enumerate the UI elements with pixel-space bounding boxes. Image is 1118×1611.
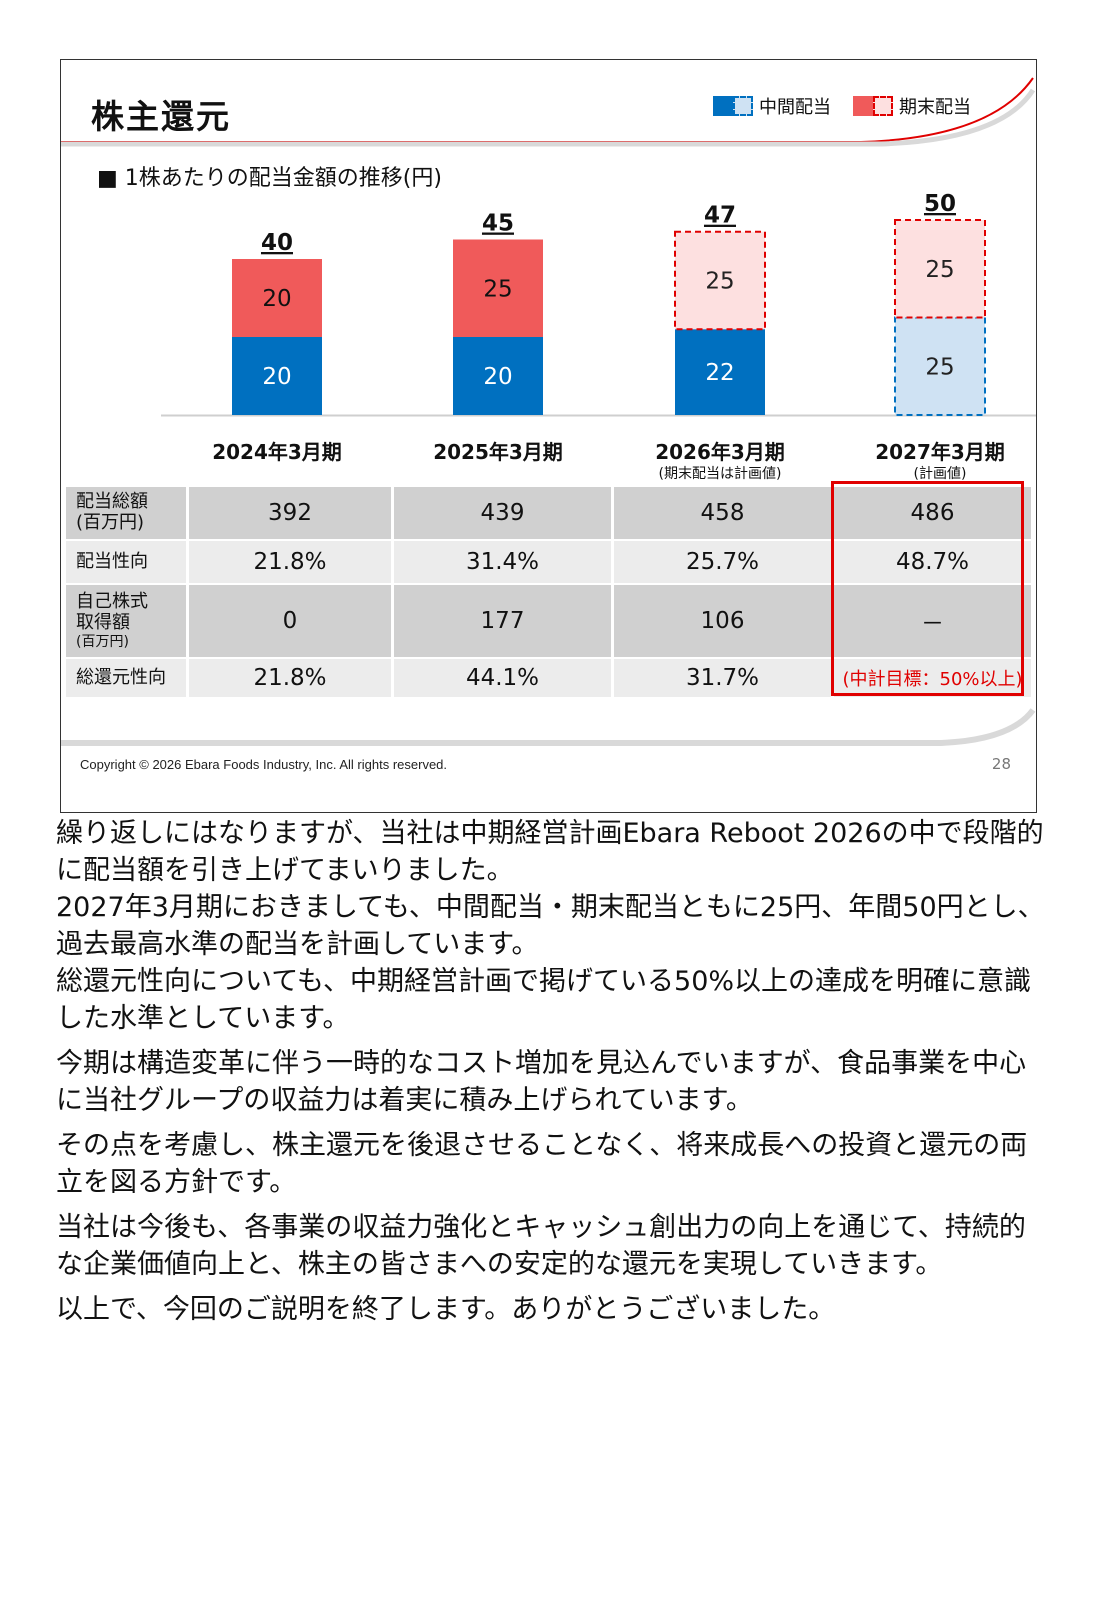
row-label: 総還元性向: [66, 659, 186, 697]
category-year: 2027年3月期: [875, 440, 1005, 464]
note-paragraph: 繰り返しにはなりますが、当社は中期経営計画Ebara Reboot 2026の中…: [56, 815, 1046, 1037]
table-row: 自己株式 取得額 (百万円) 0 177 106 －: [66, 585, 1031, 657]
table-cell: 486: [831, 487, 1031, 539]
bar-interim-3: [894, 316, 986, 416]
note-text: 2027年3月期におきましても、中間配当・期末配当ともに25円、年間50円とし、…: [56, 892, 1045, 960]
legend-year-end: 期末配当: [853, 93, 971, 119]
legend-swatch-year-end-actual: [853, 96, 873, 116]
category-label-2: 2026年3月期 (期末配当は計画値): [620, 436, 820, 483]
row-label: 配当性向: [66, 541, 186, 583]
dividend-chart: 20 20 40 20 25 45 22 25 47 25 25 50: [161, 191, 1036, 417]
bar-interim-1: [453, 337, 543, 415]
category-year: 2024年3月期: [212, 440, 342, 464]
row-label-text: 取得額: [76, 611, 130, 633]
total-label-2: 47: [704, 203, 736, 229]
table-cell: 31.4%: [391, 541, 611, 583]
row-label-text: 自己株式: [76, 591, 148, 613]
note-text: 当社は今後も、各事業の収益力強化とキャッシュ創出力の向上を通じて、持続的な企業価…: [56, 1212, 1026, 1280]
bar-label-interim-3: 25: [925, 354, 954, 380]
row-label: 配当総額 (百万円): [66, 487, 186, 539]
note-paragraph: 今期は構造変革に伴う一時的なコスト増加を見込んでいますが、食品事業を中心に当社グ…: [56, 1045, 1046, 1119]
note-text: 総還元性向についても、中期経営計画で掲げている50%以上の達成を明確に意識した水…: [56, 966, 1032, 1034]
table-cell: 106: [611, 585, 831, 657]
row-label-text: 配当総額: [76, 491, 148, 513]
table-cell: 458: [611, 487, 831, 539]
table-cell: 48.7%: [831, 541, 1031, 583]
row-label-text: (百万円): [76, 633, 129, 650]
bar-label-interim-2: 22: [705, 360, 734, 386]
note-text: 以上で、今回のご説明を終了します。ありがとうございました。: [56, 1294, 836, 1325]
legend-label-interim: 中間配当: [759, 97, 831, 118]
note-paragraph: 以上で、今回のご説明を終了します。ありがとうございました。: [56, 1291, 1046, 1328]
bar-label-interim-0: 20: [262, 364, 291, 390]
plan-year-highlight-box: [831, 481, 1024, 696]
total-label-1: 45: [482, 211, 514, 237]
table-cell: 25.7%: [611, 541, 831, 583]
bar-interim-0: [232, 337, 322, 415]
bar-label-year-end-0: 20: [262, 286, 291, 312]
category-note: (期末配当は計画値): [658, 466, 782, 482]
table-cell: 21.8%: [186, 541, 391, 583]
bar-label-year-end-2: 25: [705, 268, 734, 294]
legend-swatch-interim-plan: [733, 96, 753, 116]
row-label-text: 総還元性向: [76, 666, 166, 688]
bar-year-end-0: [232, 259, 322, 337]
category-year: 2025年3月期: [433, 440, 563, 464]
table-cell: 392: [186, 487, 391, 539]
bar-year-end-1: [453, 239, 543, 337]
note-text: 今期は構造変革に伴う一時的なコスト増加を見込んでいますが、食品事業を中心に当社グ…: [56, 1048, 1027, 1116]
category-note: (計画値): [913, 466, 967, 482]
note-paragraph: 当社は今後も、各事業の収益力強化とキャッシュ創出力の向上を通じて、持続的な企業価…: [56, 1209, 1046, 1283]
row-label: 自己株式 取得額 (百万円): [66, 585, 186, 657]
note-paragraph: その点を考慮し、株主還元を後退させることなく、将来成長への投資と還元の両立を図る…: [56, 1127, 1046, 1201]
row-label-text: 配当性向: [76, 550, 148, 572]
category-label-3: 2027年3月期 (計画値): [840, 436, 1036, 483]
copyright: Copyright © 2026 Ebara Foods Industry, I…: [80, 757, 448, 772]
note-text: その点を考慮し、株主還元を後退させることなく、将来成長への投資と還元の両立を図る…: [56, 1130, 1028, 1198]
table-row: 配当総額 (百万円) 392 439 458 486: [66, 487, 1031, 539]
chart-subtitle: ■ 1株あたりの配当金額の推移(円): [97, 166, 442, 191]
bar-year-end-3: [894, 219, 986, 319]
table-cell: 177: [391, 585, 611, 657]
legend-interim: 中間配当: [713, 93, 831, 119]
legend-swatch-year-end-plan: [873, 96, 893, 116]
table-cell: 439: [391, 487, 611, 539]
total-label-0: 40: [261, 230, 293, 256]
table-row: 総還元性向 21.8% 44.1% 31.7% (中計目標：50%以上): [66, 659, 1031, 697]
table-cell: 31.7%: [611, 659, 831, 697]
chart-legend: 中間配当 期末配当: [713, 93, 993, 119]
slide-title: 株主還元: [91, 97, 231, 136]
slide: 株主還元 中間配当 期末配当 ■ 1株あたりの配当金額の推移(円) 20 20 40…: [60, 59, 1037, 813]
bar-label-year-end-3: 25: [925, 257, 954, 283]
speaker-notes: 繰り返しにはなりますが、当社は中期経営計画Ebara Reboot 2026の中…: [56, 815, 1046, 1336]
note-text: 繰り返しにはなりますが、当社は中期経営計画Ebara Reboot 2026の中…: [56, 818, 1044, 886]
table-row: 配当性向 21.8% 31.4% 25.7% 48.7%: [66, 541, 1031, 583]
legend-label-year-end: 期末配当: [899, 97, 971, 118]
category-label-0: 2024年3月期: [177, 436, 377, 465]
table-cell: (中計目標：50%以上): [831, 659, 1031, 697]
table-cell: 44.1%: [391, 659, 611, 697]
legend-swatch-interim-actual: [713, 96, 733, 116]
category-label-1: 2025年3月期: [398, 436, 598, 465]
bar-label-year-end-1: 25: [483, 276, 512, 302]
slide-decoration: [61, 77, 1036, 746]
bar-interim-2: [675, 329, 765, 415]
total-label-3: 50: [924, 191, 956, 217]
row-label-text: (百万円): [76, 512, 145, 533]
page-number: 28: [991, 755, 1011, 773]
bar-label-interim-1: 20: [483, 364, 512, 390]
table-cell: 21.8%: [186, 659, 391, 697]
table-cell: －: [831, 585, 1031, 657]
table-cell: 0: [186, 585, 391, 657]
category-year: 2026年3月期: [655, 440, 785, 464]
bar-year-end-2: [674, 230, 766, 331]
